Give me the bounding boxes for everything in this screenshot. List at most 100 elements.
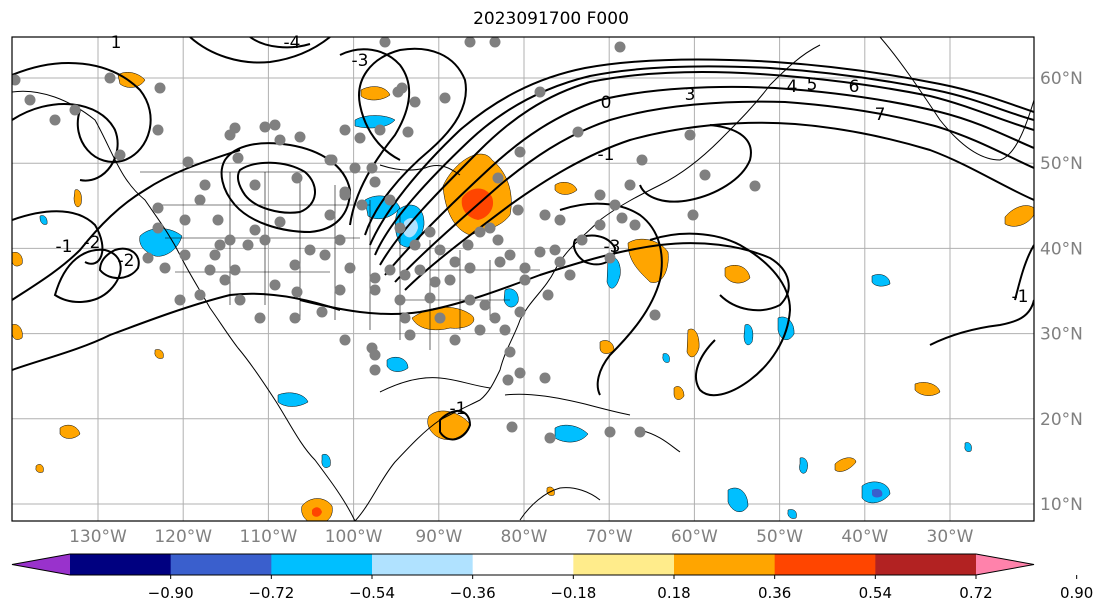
station-marker [629, 219, 641, 231]
station-marker [414, 264, 426, 276]
station-marker [506, 421, 518, 433]
station-marker [294, 131, 306, 143]
station-marker [316, 306, 328, 318]
station-marker [399, 269, 411, 281]
contour-label: 6 [849, 77, 860, 97]
longitude-label: 30°W [927, 527, 974, 547]
station-marker [504, 346, 516, 358]
colorbar-bin [70, 554, 172, 575]
station-marker [344, 262, 356, 274]
station-marker [594, 189, 606, 201]
station-marker [369, 176, 381, 188]
station-marker [334, 284, 346, 296]
station-marker [554, 256, 566, 268]
contour-label: 0 [601, 93, 612, 113]
station-marker [249, 224, 261, 236]
station-marker [687, 209, 699, 221]
station-marker [539, 372, 551, 384]
colorbar-tick-label: −0.90 [148, 584, 194, 602]
longitude-label: 130°W [69, 527, 127, 547]
station-marker [684, 129, 696, 141]
station-marker [242, 239, 254, 251]
station-marker [479, 299, 491, 311]
station-marker [624, 179, 636, 191]
station-marker [154, 82, 166, 94]
station-markers [12, 37, 761, 444]
station-marker [374, 124, 386, 136]
station-marker [514, 306, 526, 318]
latitude-label: 60°N [1040, 69, 1083, 89]
station-marker [326, 154, 338, 166]
station-marker [269, 279, 281, 291]
station-marker [424, 226, 436, 238]
station-marker [434, 244, 446, 256]
station-marker [492, 234, 504, 246]
colorbar-tick-label: −0.54 [349, 584, 395, 602]
contour-label: 1 [111, 33, 122, 53]
contour-label: 5 [807, 75, 818, 95]
station-marker [289, 312, 301, 324]
colorbar-tick-label: 0.54 [859, 584, 892, 602]
colorbar-bin [170, 554, 272, 575]
station-marker [224, 234, 236, 246]
station-marker [604, 426, 616, 438]
station-marker [424, 292, 436, 304]
station-marker [194, 289, 206, 301]
station-marker [544, 432, 556, 444]
station-marker [214, 239, 226, 251]
station-marker [539, 209, 551, 221]
station-marker [514, 367, 526, 379]
station-marker [474, 226, 486, 238]
colorbar-bin [372, 554, 474, 575]
anomaly-shading [12, 72, 1034, 521]
station-marker [339, 124, 351, 136]
station-marker [402, 126, 414, 138]
longitude-label: 120°W [154, 527, 212, 547]
colorbar-tick-label: 0.72 [959, 584, 992, 602]
station-marker [504, 249, 516, 261]
longitude-axis: 130°W 120°W 110°W 100°W 90°W 80°W 70°W 60°W 50°W… [69, 527, 974, 547]
station-marker [699, 169, 711, 181]
station-marker [366, 162, 378, 174]
station-marker [349, 162, 361, 174]
station-marker [404, 329, 416, 341]
station-marker [179, 249, 191, 261]
station-marker [434, 312, 446, 324]
station-marker [576, 234, 588, 246]
station-marker [194, 194, 206, 206]
colorbar-extend-low [12, 554, 70, 575]
station-marker [291, 172, 303, 184]
station-marker [444, 274, 456, 286]
station-marker [616, 212, 628, 224]
station-marker [12, 74, 21, 86]
station-marker [542, 289, 554, 301]
station-marker [366, 342, 378, 354]
longitude-label: 60°W [671, 527, 718, 547]
station-marker [69, 104, 81, 116]
station-marker [354, 132, 366, 144]
station-marker [502, 374, 514, 386]
station-marker [179, 214, 191, 226]
contour-label: 3 [685, 85, 696, 105]
station-marker [514, 146, 526, 158]
station-marker [199, 179, 211, 191]
longitude-label: 90°W [415, 527, 462, 547]
station-marker [594, 219, 606, 231]
colorbar-tick-label: −0.18 [550, 584, 596, 602]
latitude-label: 20°N [1040, 410, 1083, 430]
station-marker [152, 124, 164, 136]
station-marker [409, 96, 421, 108]
station-marker [334, 234, 346, 246]
station-marker [379, 37, 391, 48]
station-marker [324, 209, 336, 221]
station-marker [369, 272, 381, 284]
station-marker [152, 222, 164, 234]
station-marker [204, 264, 216, 276]
station-marker [274, 216, 286, 228]
contour-label: -2 [118, 251, 135, 271]
longitude-label: 80°W [501, 527, 548, 547]
contour-label: -2 [84, 233, 101, 253]
station-marker [604, 252, 616, 264]
station-marker [489, 37, 501, 48]
